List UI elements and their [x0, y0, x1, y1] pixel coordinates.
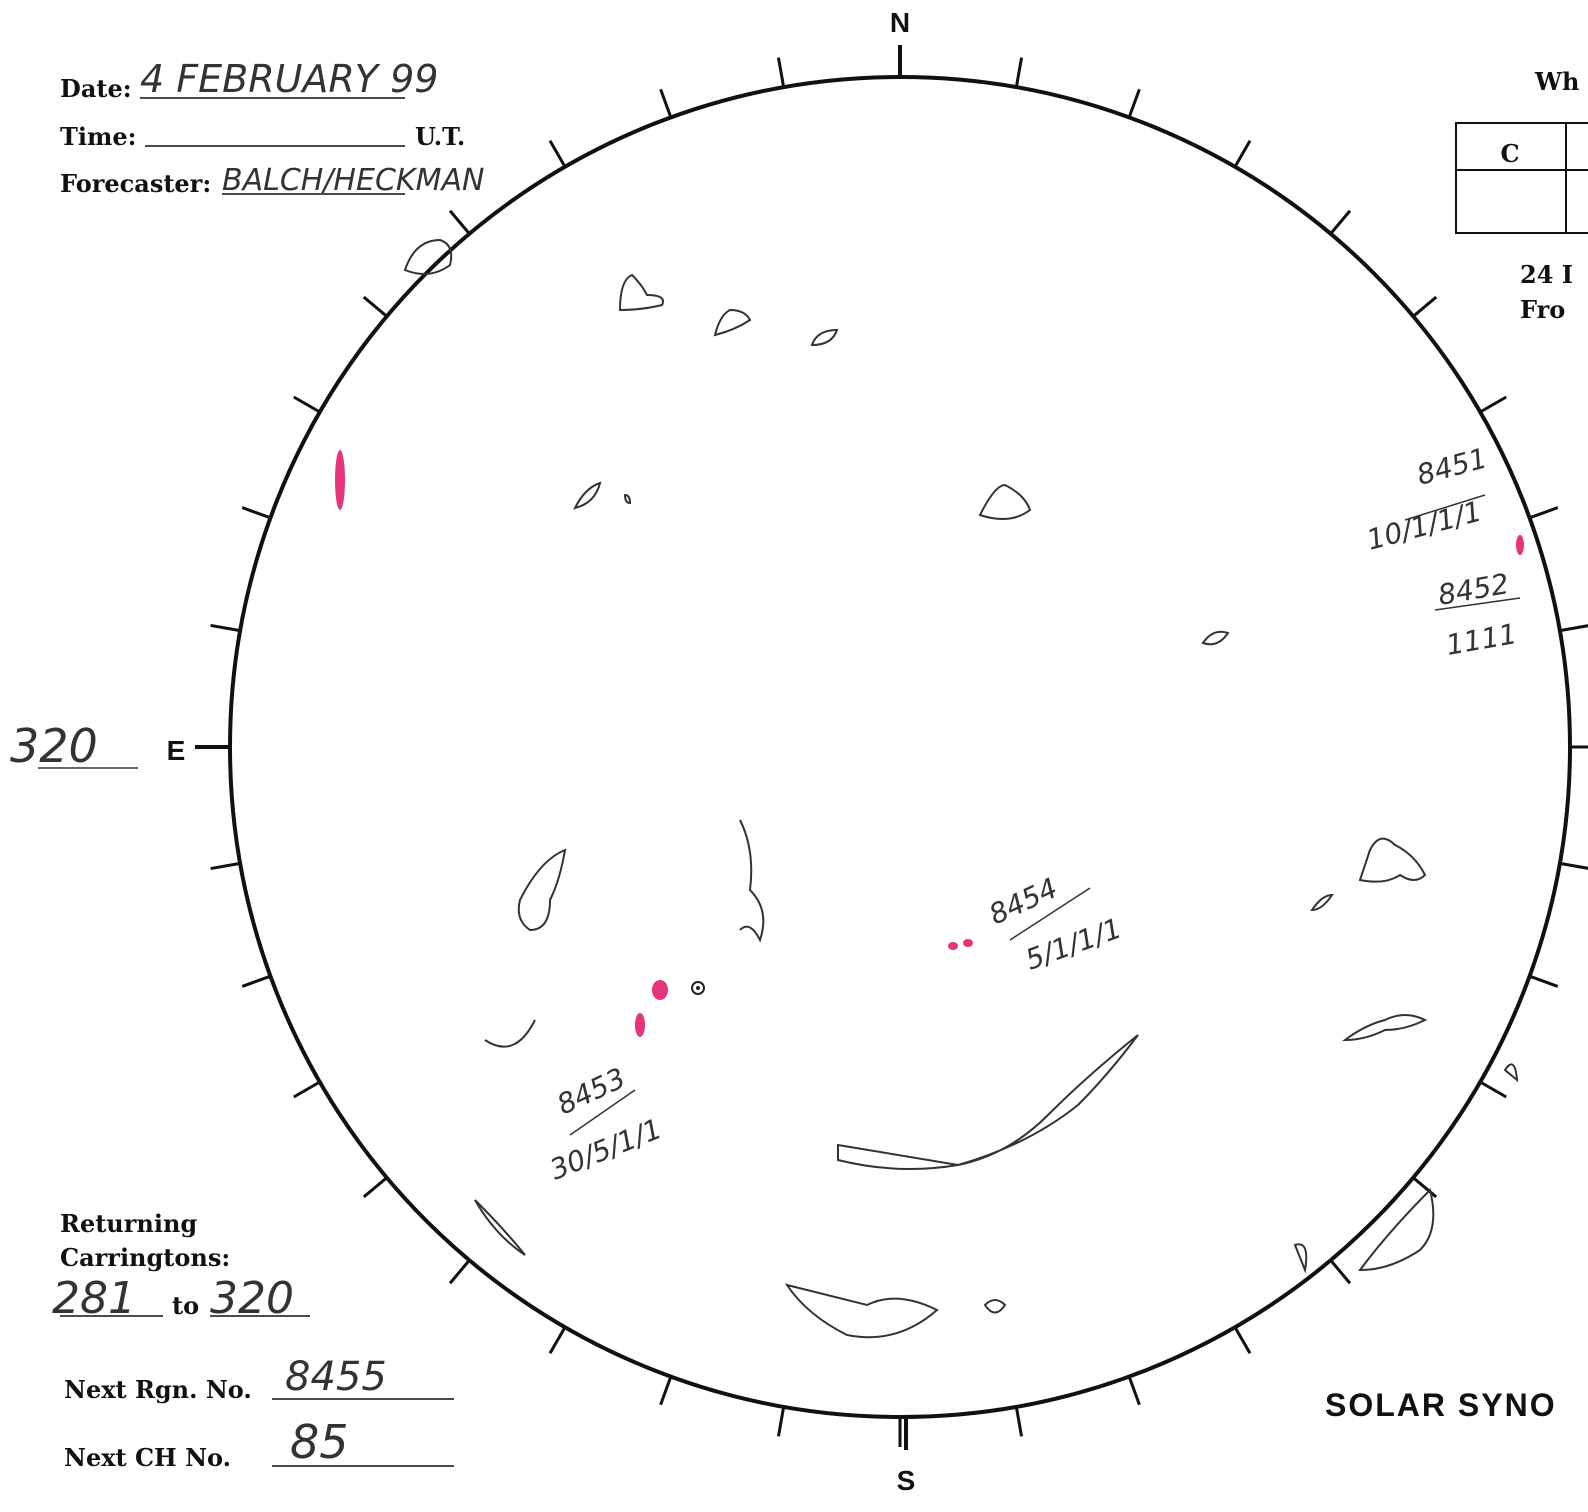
region-number: 8454 [984, 871, 1063, 931]
limb-tick [242, 508, 270, 518]
region-number: 8451 [1413, 441, 1490, 491]
forecaster-label: Forecaster: [60, 169, 211, 198]
next-region: 8455 [285, 1354, 387, 1400]
limb-tick [778, 1407, 783, 1437]
sheet-title: SOLAR SYNO [1325, 1387, 1557, 1423]
limb-tick [294, 1082, 320, 1097]
limb-tick [1235, 1327, 1250, 1353]
limb-tick [661, 89, 671, 117]
plage-spots [335, 450, 1524, 1037]
table-box [1456, 123, 1588, 233]
table-header: C [1500, 139, 1519, 168]
returning-label: Returning Carringtons: [60, 1209, 230, 1272]
limb-tick [242, 976, 270, 986]
limb-tick [1480, 397, 1506, 412]
region-data: 30/5/1/1 [545, 1112, 666, 1187]
region-number: 8453 [552, 1061, 631, 1121]
limb-tick [364, 1178, 387, 1197]
limb-tick [1560, 863, 1588, 868]
limb-tick [661, 1377, 671, 1405]
limb-tick [1129, 1377, 1139, 1405]
limb-tick [550, 141, 565, 167]
region-data: 10/1/1/1 [1363, 495, 1485, 557]
limb-tick [1530, 976, 1558, 986]
returning-label-line: Returning [60, 1209, 197, 1238]
east-label: E [167, 735, 186, 766]
right-heading: Wh [1534, 67, 1579, 96]
limb-tick [294, 397, 320, 412]
east-longitude: 320 [10, 719, 98, 773]
north-label: N [890, 7, 910, 38]
time-unit: U.T. [415, 122, 465, 151]
date-label: Date: [60, 74, 132, 103]
limb-tick [1413, 297, 1436, 316]
limb-tick [1129, 89, 1139, 117]
region-labels: 8451 10/1/1/1 8452 1111 8454 5/1/1/1 845… [545, 441, 1520, 1186]
forecaster-value: BALCH/HECKMAN [222, 163, 484, 198]
synoptic-sheet: N E S 320 Date: 4 FEBRUARY 99 Time: U.T.… [0, 0, 1588, 1512]
limb-tick [364, 297, 387, 316]
limb-tick [1331, 1260, 1350, 1283]
limb-tick [1530, 508, 1558, 518]
region-data: 1111 [1443, 617, 1519, 662]
region-data: 5/1/1/1 [1021, 912, 1126, 977]
limb-tick [1560, 625, 1588, 630]
limb-tick [450, 1260, 469, 1283]
returning-label-line: Carringtons: [60, 1243, 230, 1272]
south-label: S [897, 1465, 916, 1496]
next-region-label: Next Rgn. No. [64, 1375, 252, 1404]
limb-tick [1016, 58, 1021, 88]
limb-tick [211, 625, 241, 630]
note-line: 24 I [1520, 260, 1573, 289]
next-ch-label: Next CH No. [64, 1443, 231, 1472]
limb-tick [450, 211, 469, 234]
time-label: Time: [60, 122, 137, 151]
limb-tick [1235, 141, 1250, 167]
limb-tick [1016, 1407, 1021, 1437]
solar-disk [230, 77, 1570, 1417]
limb-tick [778, 58, 783, 88]
note-line: Fro [1520, 295, 1565, 324]
limb-ticks [200, 47, 1588, 1447]
date-value: 4 FEBRUARY 99 [140, 57, 438, 101]
next-ch: 85 [290, 1415, 349, 1469]
limb-tick [1331, 211, 1350, 234]
to-label: to [172, 1291, 199, 1320]
limb-tick [211, 863, 241, 868]
limb-tick [1480, 1082, 1506, 1097]
limb-tick [550, 1327, 565, 1353]
